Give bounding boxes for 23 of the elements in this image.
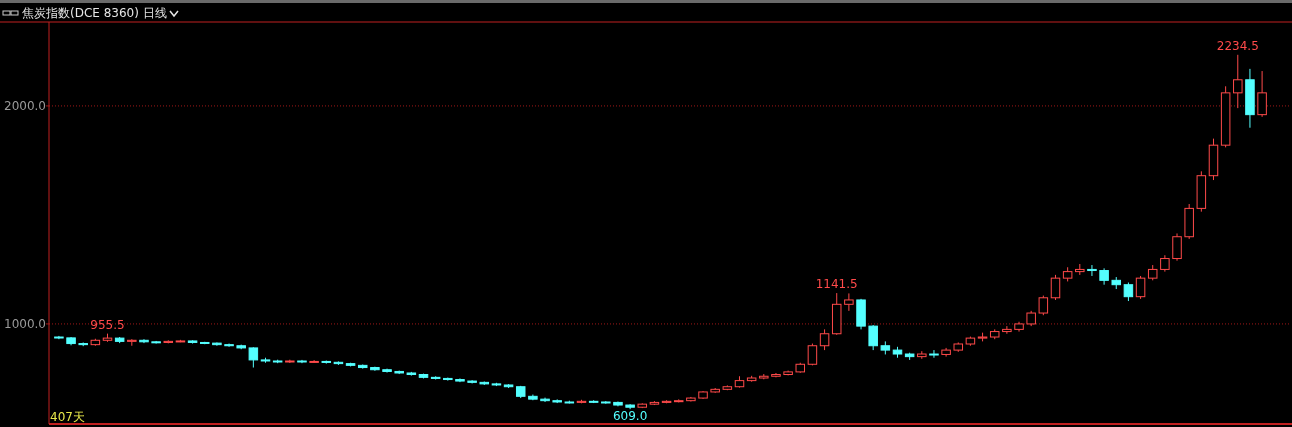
candlestick: [844, 292, 854, 312]
candlestick: [1257, 70, 1267, 118]
candlestick: [1087, 264, 1097, 277]
chart-title: 焦炭指数(DCE 8360): [22, 6, 139, 20]
chart-subtitle: 日线: [143, 6, 167, 20]
annotation: 955.5: [90, 317, 125, 332]
candlestick: [929, 349, 939, 359]
candlestick: [248, 346, 259, 369]
candlestick: [868, 324, 878, 351]
candlestick: [1233, 54, 1243, 109]
y-tick-label: 1000.0: [4, 317, 46, 332]
candlestick: [1123, 282, 1134, 302]
candlestick: [1038, 295, 1049, 316]
y-tick-label: 2000.0: [4, 99, 46, 114]
annotation: 1141.5: [815, 277, 858, 292]
candlestick: [819, 328, 830, 351]
annotation: 2234.5: [1216, 38, 1259, 53]
candlestick: [1135, 275, 1146, 300]
annotation: 407天: [50, 410, 85, 424]
annotation: 609.0: [612, 409, 648, 423]
candlestick: [1050, 274, 1061, 301]
candlestick: [1172, 232, 1182, 262]
candlestick: [1002, 325, 1012, 335]
